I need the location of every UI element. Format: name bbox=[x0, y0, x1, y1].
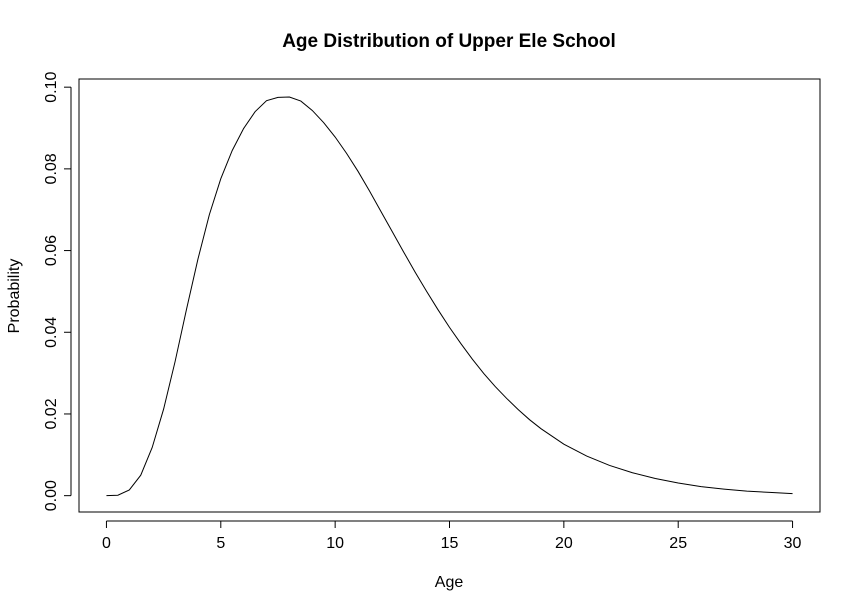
x-tick-label: 20 bbox=[555, 535, 573, 552]
x-tick-label: 25 bbox=[669, 535, 687, 552]
chart-title: Age Distribution of Upper Ele School bbox=[282, 31, 616, 52]
x-tick-label: 15 bbox=[441, 535, 459, 552]
y-tick-label: 0.06 bbox=[43, 235, 60, 266]
x-tick-label: 10 bbox=[326, 535, 344, 552]
density-curve bbox=[106, 96, 793, 497]
x-tick-label: 30 bbox=[784, 535, 802, 552]
y-tick-label: 0.00 bbox=[43, 480, 60, 511]
x-axis-label: Age bbox=[435, 574, 464, 591]
y-tick-label: 0.08 bbox=[43, 153, 60, 184]
x-tick-label: 5 bbox=[216, 535, 225, 552]
x-tick-label: 0 bbox=[102, 535, 111, 552]
y-tick-label: 0.04 bbox=[43, 317, 60, 348]
y-tick-label: 0.02 bbox=[43, 398, 60, 429]
y-axis-label: Probability bbox=[6, 259, 23, 334]
y-tick-label: 0.10 bbox=[43, 71, 60, 102]
y-axis: 0.00 0.02 0.04 0.06 0.08 0.10 bbox=[43, 71, 72, 511]
plot-frame bbox=[78, 78, 821, 513]
x-axis: 0 5 10 15 20 25 30 bbox=[102, 520, 802, 552]
